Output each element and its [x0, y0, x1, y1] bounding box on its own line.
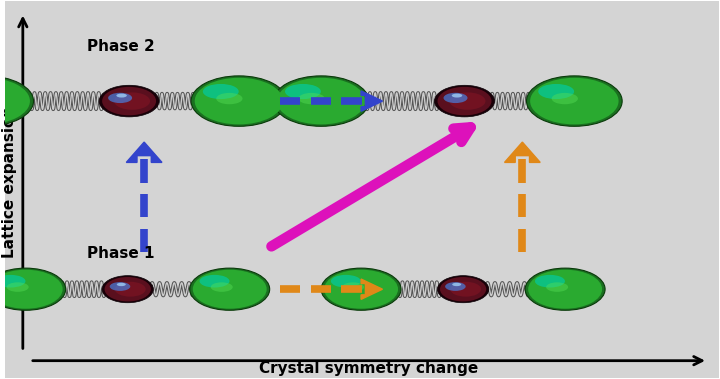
Ellipse shape	[321, 268, 401, 310]
Ellipse shape	[445, 282, 466, 291]
Ellipse shape	[104, 277, 150, 301]
Text: Crystal symmetry change: Crystal symmetry change	[259, 361, 479, 376]
Ellipse shape	[190, 268, 270, 310]
Ellipse shape	[438, 87, 492, 115]
Ellipse shape	[528, 270, 602, 309]
Ellipse shape	[277, 78, 365, 124]
Ellipse shape	[108, 93, 132, 103]
Ellipse shape	[203, 84, 239, 99]
Ellipse shape	[0, 270, 63, 309]
Ellipse shape	[117, 94, 127, 97]
Ellipse shape	[274, 76, 369, 126]
Ellipse shape	[216, 93, 243, 104]
FancyArrow shape	[505, 142, 540, 163]
Ellipse shape	[450, 282, 481, 297]
Ellipse shape	[438, 276, 489, 303]
FancyArrow shape	[126, 142, 162, 163]
Ellipse shape	[331, 275, 361, 288]
Ellipse shape	[285, 84, 321, 99]
Ellipse shape	[194, 78, 283, 124]
Text: Phase 1: Phase 1	[87, 246, 155, 261]
Text: Lattice expansion: Lattice expansion	[2, 106, 17, 258]
Ellipse shape	[535, 275, 565, 288]
Ellipse shape	[452, 283, 462, 286]
Ellipse shape	[199, 275, 230, 288]
Ellipse shape	[0, 76, 34, 126]
Ellipse shape	[0, 78, 30, 124]
Ellipse shape	[451, 94, 462, 97]
Ellipse shape	[440, 277, 486, 301]
Ellipse shape	[102, 276, 153, 303]
Ellipse shape	[539, 84, 574, 99]
Ellipse shape	[191, 76, 287, 126]
Ellipse shape	[6, 282, 29, 292]
Ellipse shape	[0, 268, 66, 310]
Ellipse shape	[525, 268, 605, 310]
Ellipse shape	[444, 93, 467, 103]
FancyArrow shape	[361, 279, 382, 299]
Ellipse shape	[530, 78, 618, 124]
Ellipse shape	[552, 93, 578, 104]
Ellipse shape	[0, 275, 25, 288]
Ellipse shape	[324, 270, 398, 309]
Ellipse shape	[435, 85, 495, 117]
Ellipse shape	[193, 270, 266, 309]
Ellipse shape	[342, 282, 364, 292]
Ellipse shape	[115, 282, 145, 297]
Ellipse shape	[546, 282, 568, 292]
Ellipse shape	[102, 87, 156, 115]
Ellipse shape	[117, 283, 126, 286]
Ellipse shape	[211, 282, 233, 292]
Ellipse shape	[449, 92, 485, 110]
Ellipse shape	[99, 85, 159, 117]
Ellipse shape	[109, 282, 130, 291]
Ellipse shape	[526, 76, 622, 126]
Ellipse shape	[114, 92, 150, 110]
FancyArrow shape	[361, 91, 382, 111]
Text: Phase 2: Phase 2	[87, 39, 155, 54]
Ellipse shape	[298, 93, 325, 104]
